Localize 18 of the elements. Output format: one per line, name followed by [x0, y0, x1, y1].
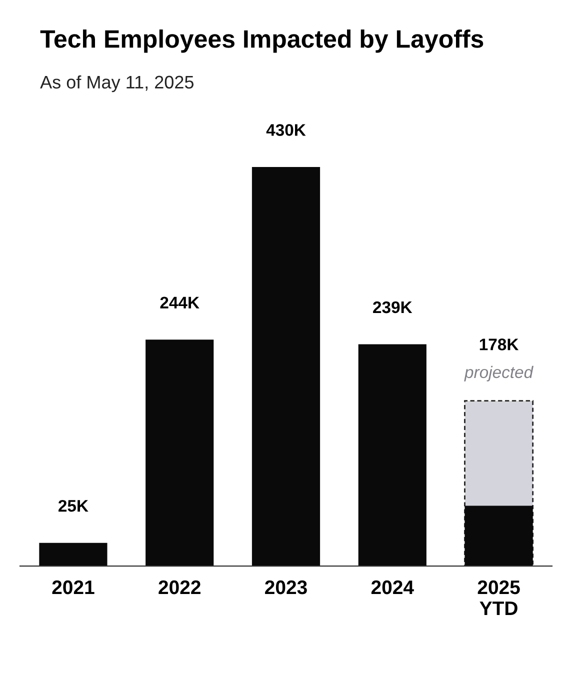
x-tick-label: 2023 [265, 580, 307, 594]
bar [252, 166, 320, 566]
bar [146, 340, 214, 566]
data-label: 25K [58, 500, 88, 512]
x-tick-label: 2024 [371, 580, 414, 594]
data-label: 430K [266, 124, 306, 136]
x-tick-label: 2025 YTD [478, 580, 520, 615]
chart-title: Tech Employees Impacted by Layoffs [40, 29, 484, 53]
x-tick-label: 2022 [158, 580, 200, 594]
bar [464, 506, 533, 566]
bar [358, 344, 426, 566]
annotation: projected [464, 366, 534, 382]
data-label: 178K [480, 338, 519, 350]
data-label: 239K [373, 301, 412, 314]
x-tick-label: 2021 [52, 580, 94, 594]
bar [39, 542, 108, 566]
chart-subtitle: As of May 11, 2025 [40, 75, 194, 92]
data-label: 244K [160, 296, 200, 308]
